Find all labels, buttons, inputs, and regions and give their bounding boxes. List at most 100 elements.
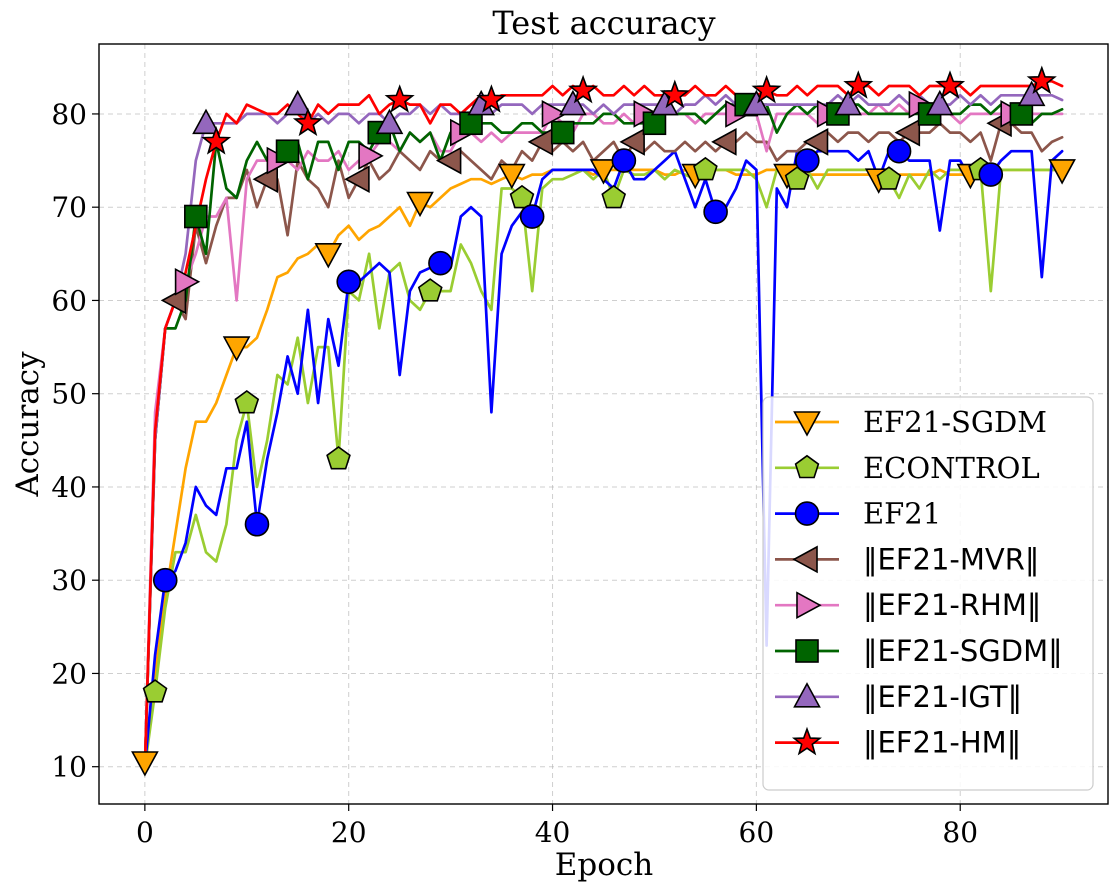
legend-entry-label: ‖EF21-MVR‖	[863, 542, 1039, 576]
series-marker	[314, 243, 343, 269]
series-marker	[459, 111, 483, 136]
y-tick-label: 80	[51, 98, 87, 131]
series-marker	[703, 199, 728, 225]
series-marker	[935, 70, 966, 99]
series-marker	[876, 166, 902, 190]
series-marker	[428, 250, 453, 276]
series-marker	[1009, 102, 1034, 126]
series-marker	[509, 184, 535, 209]
legend-entry-label: ‖EF21-IGT‖	[863, 680, 1022, 714]
series-marker	[184, 204, 208, 229]
series-marker	[802, 128, 829, 156]
series-marker	[142, 679, 168, 703]
y-tick-label: 10	[51, 751, 87, 784]
legend-box	[762, 396, 1094, 791]
series-marker	[326, 446, 351, 470]
legend-marker	[793, 411, 821, 437]
y-tick-label: 70	[51, 191, 87, 224]
legend-marker	[795, 639, 819, 663]
series-marker	[192, 108, 220, 135]
series-marker	[275, 139, 300, 164]
x-axis-label: Epoch	[555, 847, 653, 883]
y-tick-label: 20	[51, 657, 87, 690]
legend-entry-label: ECONTROL	[863, 451, 1040, 485]
series-marker	[201, 126, 232, 155]
series-marker	[550, 120, 575, 145]
series-marker	[375, 108, 404, 135]
x-tick-label: 0	[136, 816, 154, 849]
y-tick-label: 60	[51, 284, 87, 317]
series-marker	[160, 286, 187, 315]
x-tick-label: 60	[739, 816, 775, 849]
series-marker	[417, 278, 443, 302]
series-marker	[292, 107, 323, 137]
y-tick-label: 30	[51, 564, 87, 597]
series-marker	[152, 567, 178, 593]
x-tick-label: 80	[942, 816, 978, 849]
series-marker	[642, 111, 667, 136]
y-axis-ticks: 10 20 30 40 50 60 70 80	[51, 98, 99, 784]
series-marker	[344, 165, 370, 194]
series-marker	[711, 128, 737, 156]
series-marker	[751, 74, 782, 104]
series-marker	[1026, 65, 1057, 95]
series-marker	[252, 165, 279, 194]
series-marker	[435, 146, 462, 175]
series-marker	[384, 84, 415, 113]
legend-marker	[793, 682, 821, 708]
chart-title: Test accuracy	[492, 4, 715, 42]
series-marker	[843, 70, 874, 99]
series-marker	[174, 267, 201, 296]
x-axis-ticks: 0 20 40 60 80	[136, 804, 978, 849]
legend-entry-label: ‖EF21-HM‖	[863, 726, 1021, 760]
series-marker	[619, 128, 645, 156]
legend-marker	[794, 454, 820, 479]
legend-marker	[796, 591, 822, 620]
series-marker	[406, 191, 434, 218]
legend-entry-label: ‖EF21-SGDM‖	[863, 634, 1063, 668]
series-marker	[476, 84, 507, 113]
legend-marker	[791, 726, 823, 756]
y-axis-label: Accuracy	[10, 351, 46, 498]
series-marker	[693, 156, 718, 181]
legend-entry-label: EF21-SGDM	[863, 405, 1047, 439]
legend-entry-label: EF21	[863, 497, 941, 531]
series-marker	[611, 148, 637, 173]
series-marker	[1048, 159, 1076, 185]
y-tick-label: 40	[51, 471, 87, 504]
series-marker	[497, 163, 526, 190]
series-marker	[886, 138, 912, 164]
series-marker	[234, 390, 260, 414]
series-marker	[131, 751, 159, 777]
series-marker	[336, 269, 362, 295]
plot-frame	[98, 43, 1109, 805]
series-marker	[568, 74, 599, 104]
series-marker	[519, 204, 545, 229]
series-marker	[283, 89, 312, 116]
series-marker	[222, 336, 251, 362]
legend-marker	[794, 501, 820, 526]
series-marker	[795, 148, 820, 173]
series-marker	[589, 159, 618, 185]
series-marker	[601, 184, 627, 209]
series-marker	[894, 118, 921, 147]
y-tick-label: 50	[51, 378, 87, 411]
series-marker	[742, 89, 771, 116]
legend-marker	[792, 545, 818, 574]
legend: EF21-SGDM ECONTROL EF21 ‖EF21-MVR‖ ‖EF21-RHM…	[762, 396, 1094, 791]
series-marker	[978, 162, 1004, 187]
x-tick-label: 20	[331, 816, 367, 849]
series-marker	[925, 89, 954, 116]
series-marker	[784, 166, 810, 190]
series-marker	[541, 100, 568, 128]
series-marker	[559, 89, 587, 116]
series-marker	[358, 142, 384, 170]
x-tick-label: 40	[535, 816, 571, 849]
series-markers	[131, 65, 1076, 777]
series-marker	[834, 89, 862, 116]
series-marker	[244, 511, 270, 537]
series-marker	[659, 79, 690, 109]
series-marker	[1017, 80, 1046, 107]
legend-entry-label: ‖EF21-RHM‖	[863, 588, 1041, 622]
